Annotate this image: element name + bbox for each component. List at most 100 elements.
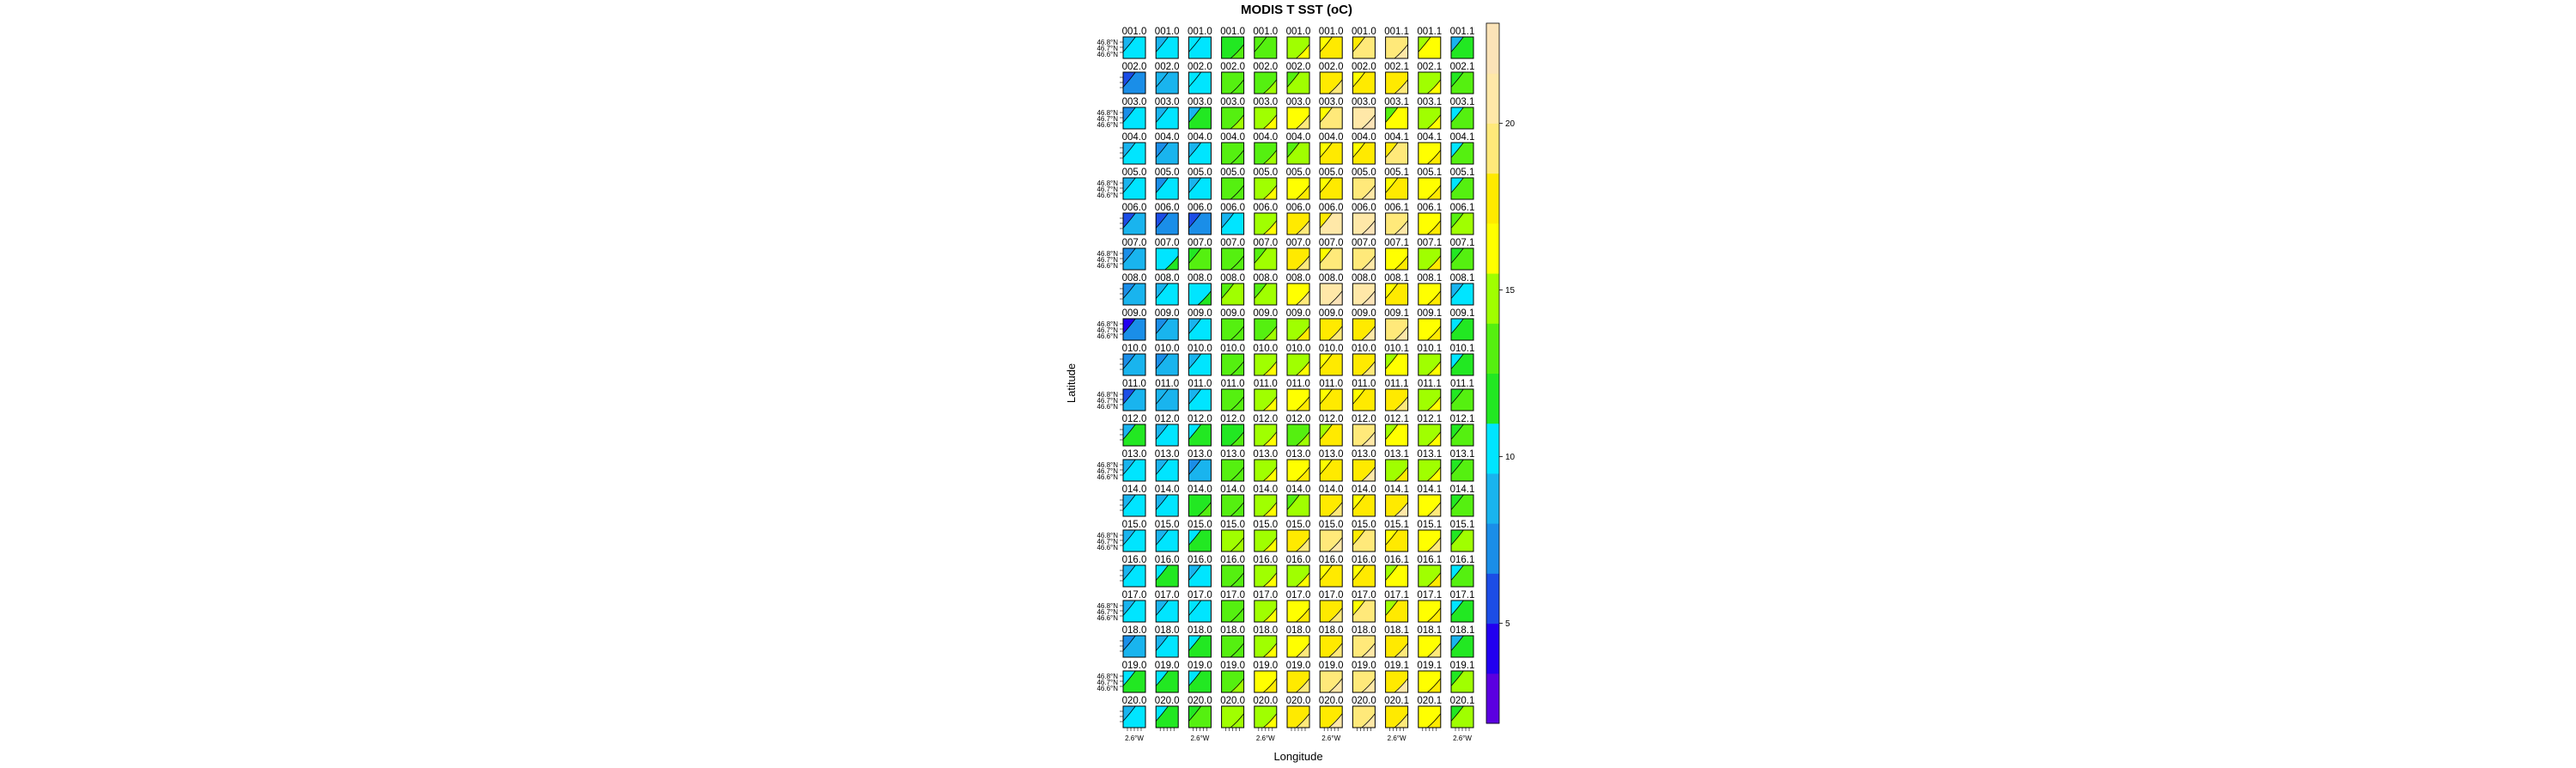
panel: 018.1 (1450, 625, 1474, 658)
panel-label: 005.0 (1155, 168, 1180, 178)
panel-zone-fill (1296, 185, 1309, 199)
contour-line (1394, 713, 1408, 728)
panel-frame (1385, 283, 1409, 306)
panel-zone-fill (1394, 255, 1408, 270)
panel-zone-fill (1230, 537, 1244, 552)
panel: 018.0 (1319, 625, 1344, 658)
contour-line (1426, 502, 1442, 517)
contour-line (1361, 255, 1376, 271)
panel-label: 016.0 (1188, 555, 1212, 565)
panel-frame (1385, 353, 1409, 376)
panel-label: 001.0 (1220, 27, 1245, 37)
contour-line (1450, 459, 1464, 475)
panel: 014.1 (1417, 485, 1442, 517)
panel-label: 002.0 (1253, 62, 1278, 72)
contour-line (1188, 388, 1202, 405)
panel-frame (1418, 142, 1442, 165)
panel: 004.1 (1417, 132, 1442, 165)
panel-label: 019.0 (1122, 661, 1147, 671)
contour-line (1450, 107, 1464, 123)
panel-label: 011.0 (1221, 379, 1245, 389)
contour-line (1319, 353, 1333, 369)
panel: 009.1 (1417, 308, 1442, 341)
panel-frame (1188, 459, 1212, 482)
panel: 016.1 (1384, 555, 1409, 588)
panel: 016.1 (1450, 555, 1474, 588)
panel-label: 017.0 (1352, 590, 1376, 600)
panel-frame (1418, 36, 1442, 59)
panel-frame (1352, 36, 1376, 59)
panel-label: 004.0 (1220, 132, 1245, 143)
panel-label: 018.0 (1352, 625, 1376, 636)
panel-zone-fill (1230, 678, 1244, 692)
panel: 019.1 (1450, 661, 1474, 693)
panel-zone-fill (1230, 255, 1244, 270)
y-tick-label: 46.6°N (1097, 51, 1118, 58)
panel: 006.0 (1220, 203, 1245, 235)
panel-zone-fill (1230, 44, 1244, 58)
panel-frame (1122, 635, 1146, 658)
panel-frame (1221, 318, 1245, 341)
panel-frame (1188, 212, 1212, 235)
panel: 017.0 (1253, 590, 1278, 623)
panel-frame (1352, 459, 1376, 482)
panel-frame (1122, 142, 1146, 165)
panel-label: 014.0 (1253, 485, 1278, 495)
panel-label: 020.0 (1220, 696, 1245, 706)
panel: 012.0 (1253, 414, 1278, 447)
panel: 008.1 (1417, 273, 1442, 306)
panel-zone-fill (1328, 713, 1343, 728)
panel-zone-fill (1427, 79, 1441, 94)
panel-label: 014.1 (1417, 485, 1442, 495)
panel-zone-fill (1263, 502, 1277, 516)
panel-frame (1155, 388, 1179, 411)
panel-label: 014.0 (1319, 485, 1344, 495)
panel: 002.1 (1384, 62, 1409, 94)
panel-label: 019.0 (1319, 661, 1344, 671)
panel: 009.0 (1155, 308, 1180, 341)
panel: 006.0 (1188, 203, 1212, 235)
panel-frame (1385, 212, 1409, 235)
panel: 005.0 (1253, 168, 1278, 200)
contour-line (1262, 572, 1278, 588)
panel: 005.0 (1220, 168, 1245, 200)
y-tick-label: 46.7°N (1097, 256, 1118, 264)
y-tick-label: 46.8°N (1097, 673, 1118, 680)
panel-frame (1418, 212, 1442, 235)
contour-line (1450, 564, 1464, 581)
panel-frame (1385, 71, 1409, 94)
panel-label: 016.0 (1155, 555, 1180, 565)
y-tick-label: 46.8°N (1097, 602, 1118, 610)
panel-frame (1385, 529, 1409, 552)
panel-zone-fill (1263, 607, 1277, 622)
panel: 015.0 (1352, 520, 1376, 552)
contour-line (1319, 459, 1333, 475)
panel-label: 007.0 (1352, 238, 1376, 248)
panel: 016.1 (1417, 555, 1442, 588)
panel-label: 003.0 (1352, 97, 1376, 107)
panel-zone-fill (1296, 326, 1309, 340)
panel-frame (1319, 247, 1343, 271)
panel-zone-fill (1361, 431, 1376, 446)
contour-line (1328, 678, 1343, 693)
panel-label: 012.0 (1220, 414, 1245, 424)
panel: 018.1 (1384, 625, 1409, 658)
panel: 014.0 (1286, 485, 1310, 517)
panel-label: 008.0 (1352, 273, 1376, 283)
panel-label: 001.0 (1286, 27, 1311, 37)
panel: 015.1 (1450, 520, 1474, 552)
panel: 020.0 (1122, 696, 1146, 728)
panel-zone-fill (1263, 79, 1277, 94)
panel-frame (1418, 353, 1442, 376)
contour-line (1155, 529, 1169, 546)
panel-zone-fill (1394, 220, 1408, 235)
contour-line (1188, 107, 1202, 123)
panel-zone-fill (1328, 643, 1343, 657)
panel-frame (1418, 564, 1442, 588)
panel-zone-fill (1361, 361, 1376, 375)
panel-frame (1352, 212, 1376, 235)
panel-zone-fill (1296, 643, 1309, 657)
panel-frame (1450, 36, 1474, 59)
contour-line (1155, 212, 1169, 229)
contour-line (1122, 529, 1136, 546)
